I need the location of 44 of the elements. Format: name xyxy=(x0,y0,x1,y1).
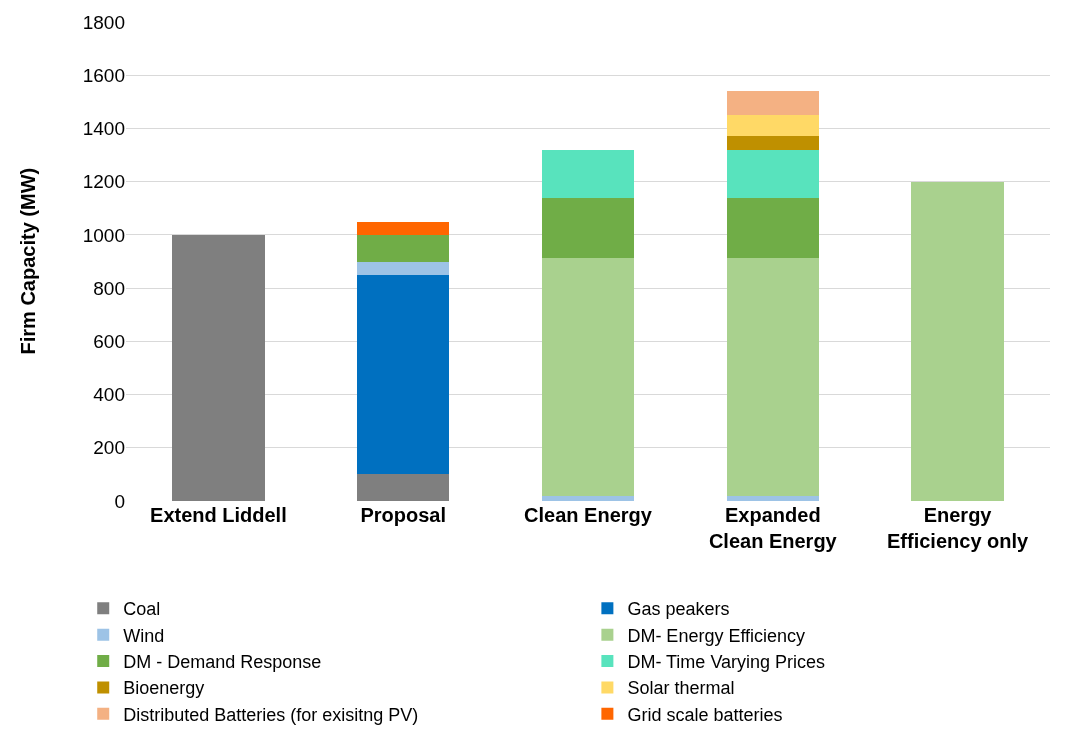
legend-label: Bioenergy xyxy=(123,678,205,699)
y-tick-label: 1400 xyxy=(82,118,125,140)
legend-label: DM- Energy Efficiency xyxy=(627,625,806,646)
bar xyxy=(357,234,450,262)
y-tick-label: 600 xyxy=(93,330,125,352)
y-tick-label: 0 xyxy=(114,490,125,512)
legend-label: Wind xyxy=(123,625,165,646)
bar xyxy=(726,91,819,116)
y-tick-label: 200 xyxy=(93,437,125,459)
legend-label: Solar thermal xyxy=(627,678,735,699)
legend-label: Gas peakers xyxy=(627,599,730,620)
legend-label: Grid scale batteries xyxy=(627,704,783,725)
y-tick-label: 1800 xyxy=(82,11,125,33)
legend-label: DM- Time Varying Prices xyxy=(627,652,826,673)
y-tick-label: 400 xyxy=(93,384,125,406)
bar xyxy=(541,197,635,258)
bar xyxy=(911,181,1004,501)
y-tick-label: 1200 xyxy=(82,171,125,193)
bar xyxy=(357,261,450,275)
bar xyxy=(172,234,265,501)
y-axis-title: Firm Capacity (MW) xyxy=(16,167,39,355)
bar xyxy=(726,495,819,501)
legend-label: DM - Demand Response xyxy=(123,652,322,673)
bar xyxy=(541,495,635,501)
y-tick-label: 1600 xyxy=(82,64,125,86)
x-tick-label: Energy Efficiency only xyxy=(887,504,1030,552)
bar xyxy=(726,197,819,258)
x-tick-label: Extend Liddell xyxy=(150,504,287,526)
bar xyxy=(726,115,819,137)
y-tick-label: 1000 xyxy=(82,224,125,246)
x-tick-label: Expanded Clean Energy xyxy=(708,504,838,552)
legend-label: Coal xyxy=(123,599,161,620)
bar xyxy=(357,221,450,235)
x-tick-label: Proposal xyxy=(360,504,446,526)
y-tick-label: 800 xyxy=(93,277,125,299)
legend-label: Distributed Batteries (for exisitng PV) xyxy=(123,704,419,725)
bar xyxy=(726,136,819,150)
bar xyxy=(726,257,819,496)
bar xyxy=(726,149,819,198)
bar xyxy=(541,257,635,496)
bar xyxy=(357,474,450,501)
x-tick-label: Clean Energy xyxy=(524,504,653,526)
bar xyxy=(541,149,635,198)
bar xyxy=(357,274,450,475)
